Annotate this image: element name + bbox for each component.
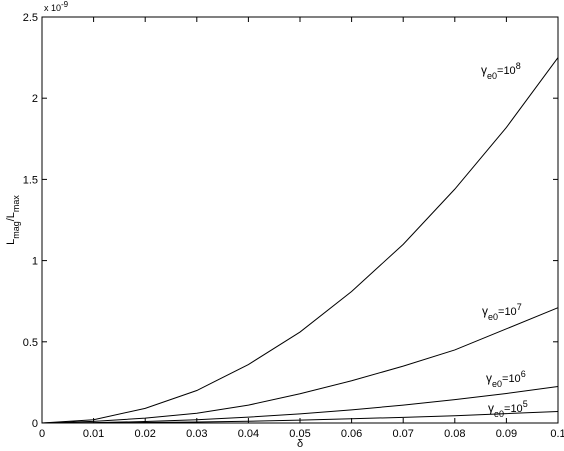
series-label-part: 8 xyxy=(516,61,521,71)
series-line xyxy=(41,307,559,424)
x-axis-label: δ xyxy=(297,438,303,450)
y-tick-label: 1.5 xyxy=(23,174,38,186)
series-line xyxy=(41,410,559,424)
series-label-part: e0 xyxy=(488,312,498,322)
y-exponent-part: x 10 xyxy=(44,3,61,13)
y-axis-label-part: max xyxy=(11,195,21,213)
y-tick-label: 0.5 xyxy=(23,337,38,349)
series-label-part: 6 xyxy=(521,369,526,379)
y-axis-label-part: L xyxy=(5,239,17,245)
series-label: γe0=105 xyxy=(488,399,528,419)
y-tick-label: 1 xyxy=(32,256,38,268)
y-exponent: x 10-9 xyxy=(44,0,69,13)
y-tick-label: 2 xyxy=(32,93,38,105)
series-label-part: =10 xyxy=(498,306,517,318)
series-line xyxy=(41,385,559,424)
series-label-part: e0 xyxy=(494,409,504,419)
series-label-part: e0 xyxy=(492,379,502,389)
series-label-part: e0 xyxy=(487,71,497,81)
x-tick-label: 0.04 xyxy=(238,428,259,440)
series-label: γe0=108 xyxy=(481,61,521,81)
plot-box xyxy=(41,16,559,424)
x-tick-label: 0.07 xyxy=(392,428,413,440)
series-label-part: =10 xyxy=(497,65,516,77)
series-label-part: 5 xyxy=(523,399,528,409)
x-tick-label: 0 xyxy=(39,428,45,440)
x-tick-label: 0.08 xyxy=(444,428,465,440)
y-axis-label: Lmag/Lmax xyxy=(5,195,21,245)
series-label-part: γ xyxy=(488,401,494,415)
series-label: γe0=106 xyxy=(486,369,526,389)
series-label-part: =10 xyxy=(504,403,523,415)
x-tick-label: 0.06 xyxy=(341,428,362,440)
y-tick-label: 2.5 xyxy=(23,12,38,24)
x-tick-label: 0.05 xyxy=(289,428,310,440)
y-tick-label: 0 xyxy=(32,418,38,430)
x-tick-label: 0.01 xyxy=(83,428,104,440)
y-axis-label-part: /L xyxy=(5,212,17,221)
x-tick-label: 0.03 xyxy=(186,428,207,440)
series-label-part: 7 xyxy=(517,302,522,312)
y-exponent-part: -9 xyxy=(61,0,69,9)
series-label-part: γ xyxy=(481,63,487,77)
x-tick-label: 0.02 xyxy=(134,428,155,440)
series-label-part: γ xyxy=(482,304,488,318)
series-label-part: γ xyxy=(486,371,492,385)
series-label-part: =10 xyxy=(502,373,521,385)
x-tick-label: 0.1 xyxy=(550,428,564,440)
x-tick-label: 0.09 xyxy=(496,428,517,440)
series-label: γe0=107 xyxy=(482,302,522,322)
y-axis-label-part: mag xyxy=(11,221,21,239)
series-line xyxy=(41,57,559,424)
